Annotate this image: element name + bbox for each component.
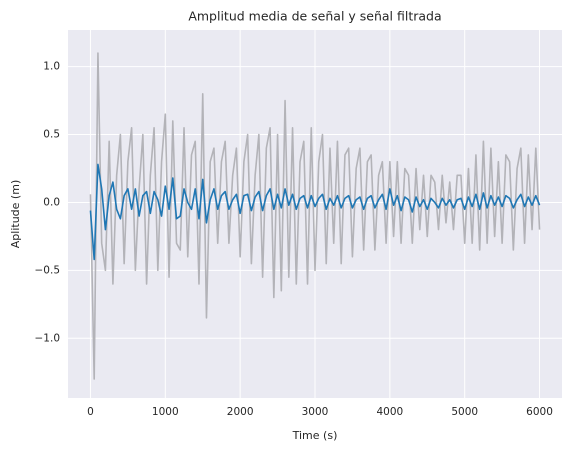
y-tick-label: 0.0 [43, 196, 60, 208]
x-tick-label: 4000 [376, 406, 403, 418]
series-line [89, 52, 541, 380]
x-tick-label: 6000 [526, 406, 553, 418]
series-line [89, 163, 541, 261]
x-tick-label: 1000 [152, 406, 179, 418]
y-tick-label: −0.5 [35, 264, 61, 276]
y-axis-label: Aplitude (m) [9, 180, 22, 248]
y-tick-label: −1.0 [35, 332, 61, 344]
x-tick-label: 0 [87, 406, 94, 418]
x-tick-label: 2000 [227, 406, 254, 418]
y-tick-label: 1.0 [43, 61, 60, 73]
x-axis-label: Time (s) [292, 429, 338, 442]
y-tick-label: 0.5 [43, 129, 60, 141]
x-tick-label: 3000 [302, 406, 329, 418]
x-tick-label: 5000 [451, 406, 478, 418]
chart-title: Amplitud media de señal y señal filtrada [188, 9, 441, 24]
